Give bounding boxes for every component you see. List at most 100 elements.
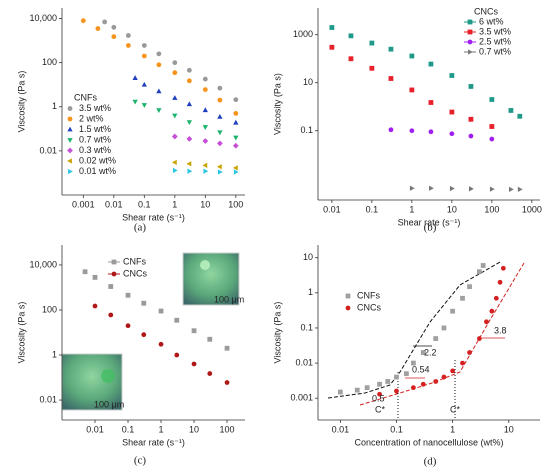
legend-marker: [67, 138, 73, 143]
annotation: 2.2: [424, 347, 437, 357]
legend-marker: [345, 293, 351, 299]
marker: [102, 19, 108, 25]
panel-label: (c): [134, 455, 147, 467]
x-tick-label: 100: [220, 424, 235, 434]
marker: [217, 113, 223, 119]
marker: [125, 43, 131, 48]
marker: [141, 53, 147, 59]
marker: [172, 113, 178, 119]
marker: [394, 374, 399, 380]
x-tick-label: 0.01: [332, 424, 350, 434]
marker: [449, 185, 455, 192]
legend-label: CNCs: [123, 268, 147, 278]
x-tick-label: 100: [484, 204, 499, 214]
legend-label: 6 wt%: [479, 16, 504, 26]
marker: [493, 295, 499, 301]
inset-image: [182, 252, 240, 306]
marker: [467, 350, 472, 355]
marker: [409, 53, 415, 59]
marker: [468, 133, 474, 139]
marker: [489, 124, 495, 129]
legend-marker: [111, 259, 117, 265]
x-tick-label: 0.01: [323, 204, 341, 214]
marker: [509, 186, 514, 193]
marker: [216, 140, 223, 147]
legend-label: 2.5 wt%: [479, 36, 511, 46]
marker: [186, 120, 193, 126]
marker: [468, 116, 474, 122]
marker: [191, 328, 197, 334]
marker: [82, 269, 88, 275]
marker: [468, 84, 474, 89]
legend-marker: [111, 271, 117, 277]
marker: [449, 131, 455, 137]
marker: [95, 26, 101, 31]
marker: [348, 33, 354, 39]
marker: [377, 381, 382, 387]
legend-label: 3.5 wt%: [79, 103, 111, 113]
marker: [224, 345, 230, 351]
marker: [202, 162, 208, 169]
x-tick-label: 0.001: [72, 199, 95, 209]
marker: [217, 130, 223, 136]
marker: [233, 111, 239, 116]
marker: [132, 99, 138, 105]
marker: [202, 125, 208, 130]
y-tick-label: 10: [303, 252, 313, 262]
marker: [469, 186, 474, 192]
legend-marker: [67, 126, 73, 132]
y-tick-label: 1: [308, 287, 313, 297]
annotation: 0.5: [372, 393, 385, 403]
marker: [460, 360, 465, 366]
marker: [477, 336, 482, 341]
marker: [467, 284, 472, 290]
marker: [186, 67, 192, 73]
marker: [174, 352, 180, 358]
marker: [403, 371, 409, 377]
legend-marker: [468, 49, 473, 55]
marker: [489, 308, 495, 314]
marker: [409, 128, 415, 134]
x-axis-label: Concentration of nanocellulose (wt%): [354, 437, 503, 447]
y-axis-label: Viscosity (Pa s): [272, 73, 282, 135]
x-tick-label: 1000: [522, 204, 542, 214]
marker: [441, 325, 447, 331]
annotation: 0.54: [412, 364, 430, 374]
legend-marker: [467, 19, 473, 25]
marker: [450, 308, 456, 314]
marker: [125, 292, 131, 298]
x-axis-label: Shear rate (s⁻¹): [122, 437, 185, 447]
y-tick-label: 0.001: [290, 393, 313, 403]
marker: [186, 161, 192, 167]
legend-marker: [67, 147, 73, 154]
marker: [217, 85, 223, 91]
marker: [409, 185, 415, 191]
marker: [429, 185, 434, 191]
marker: [369, 65, 375, 71]
marker: [141, 332, 147, 338]
marker: [202, 107, 208, 113]
marker: [348, 56, 354, 62]
x-tick-label: 0.1: [390, 424, 403, 434]
marker: [125, 33, 131, 38]
x-axis-label: Shear rate (s⁻¹): [122, 212, 185, 222]
legend-marker: [68, 168, 73, 175]
legend-label: CNFs: [357, 290, 380, 300]
marker: [172, 70, 178, 76]
marker: [388, 46, 394, 52]
y-tick-label: 100: [42, 304, 57, 314]
annotation: 3.8: [494, 325, 507, 335]
marker: [186, 78, 192, 84]
marker: [92, 275, 98, 280]
marker: [329, 44, 335, 50]
marker: [420, 350, 426, 355]
x-tick-label: 1: [450, 424, 455, 434]
marker: [460, 295, 465, 301]
marker: [489, 136, 495, 142]
inset-spot: [200, 260, 210, 270]
marker: [497, 279, 503, 285]
y-axis-label: Viscosity (Pa s): [272, 302, 282, 364]
marker: [141, 103, 147, 108]
legend-label: CNCs: [357, 302, 381, 312]
